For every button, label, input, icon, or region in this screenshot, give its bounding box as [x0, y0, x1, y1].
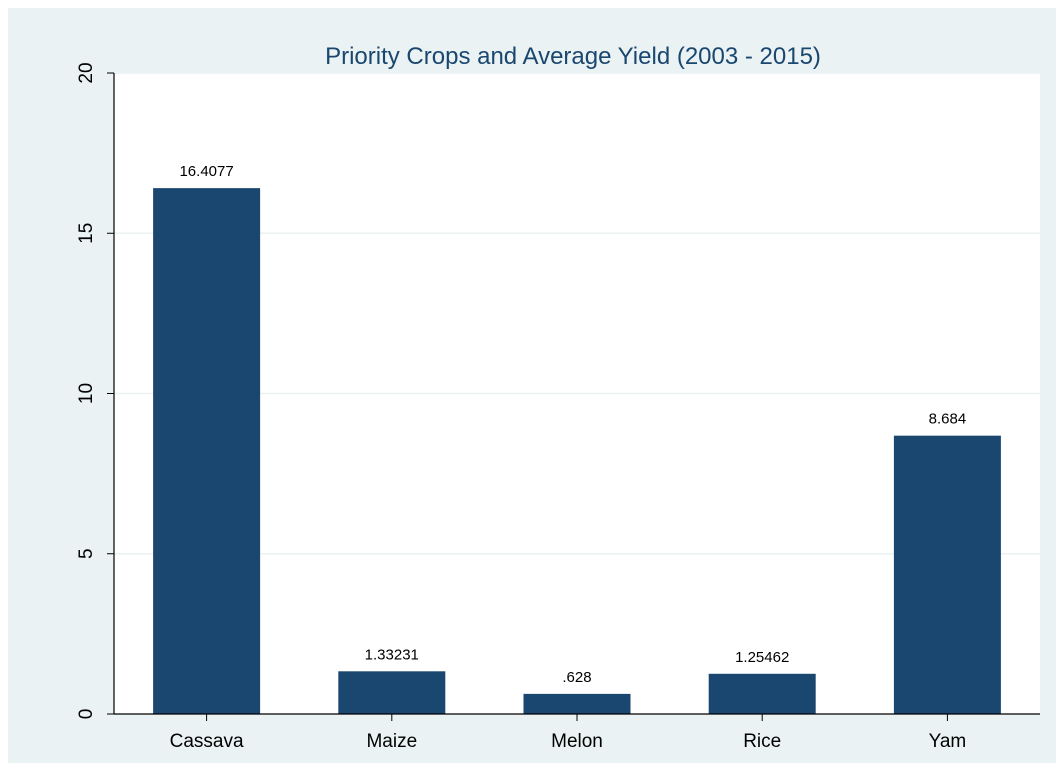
bar-melon — [523, 693, 631, 714]
x-tick-label-cassava: Cassava — [170, 731, 244, 752]
y-tick-label-20: 20 — [76, 62, 97, 83]
chart-title: Priority Crops and Average Yield (2003 -… — [325, 43, 821, 70]
bar-rice — [708, 673, 816, 714]
value-label-yam: 8.684 — [929, 411, 967, 428]
x-tick-label-melon: Melon — [551, 731, 603, 752]
y-tick-label-5: 5 — [76, 548, 97, 559]
x-tick-label-rice: Rice — [743, 731, 781, 752]
x-tick-label-maize: Maize — [366, 731, 417, 752]
bar-cassava — [153, 188, 261, 715]
y-tick-label-10: 10 — [76, 383, 97, 404]
x-tick-label-yam: Yam — [929, 731, 967, 752]
bar-maize — [338, 671, 446, 714]
value-label-rice: 1.25462 — [735, 649, 789, 666]
value-label-melon: .628 — [562, 669, 591, 686]
y-tick-label-0: 0 — [76, 709, 97, 720]
value-label-cassava: 16.4077 — [179, 163, 233, 180]
value-label-maize: 1.33231 — [365, 646, 419, 663]
plot-area: 16.4077 Cassava 1.33231 Maize .628 Melon 1.254… — [76, 62, 1040, 752]
y-tick-label-15: 15 — [76, 223, 97, 244]
bar-yam — [893, 435, 1001, 714]
